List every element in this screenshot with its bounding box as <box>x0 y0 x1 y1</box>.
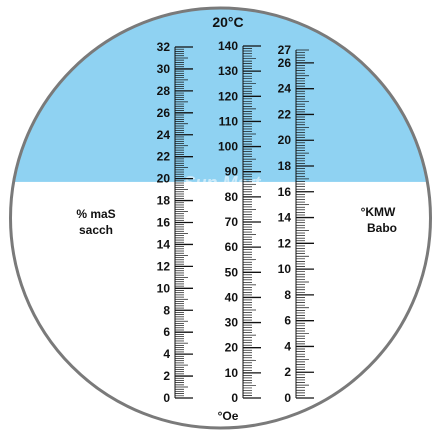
eyepiece-rim <box>9 6 432 430</box>
right-scale-tick-label: 12 <box>278 236 292 250</box>
left-scale-tick-label: 26 <box>157 106 171 120</box>
left-scale-tick-label: 8 <box>163 303 170 317</box>
left-scale-label-line1: % maS <box>76 207 115 221</box>
middle-scale-tick-label: 50 <box>225 265 239 279</box>
temperature-label: 20°C <box>212 14 243 30</box>
left-scale-tick-label: 0 <box>163 391 170 405</box>
left-scale-tick-label: 12 <box>157 259 171 273</box>
left-scale-tick-label: 16 <box>157 216 171 230</box>
left-scale-tick-label: 10 <box>157 281 171 295</box>
right-scale-tick-label: 0 <box>284 391 291 405</box>
left-scale-tick-label: 30 <box>157 62 171 76</box>
middle-scale-tick-label: 10 <box>225 366 239 380</box>
right-scale-label-line1: °KMW <box>361 205 396 219</box>
middle-scale-tick-label: 110 <box>219 114 239 128</box>
watermark-text: Sun Mart <box>183 173 261 193</box>
right-scale-tick-label: 18 <box>278 159 292 173</box>
middle-scale-tick-label: 30 <box>225 316 239 330</box>
left-scale-tick-label: 4 <box>163 347 170 361</box>
middle-scale-tick-label: 40 <box>225 290 239 304</box>
left-scale-tick-label: 6 <box>163 325 170 339</box>
middle-scale-tick-label: 80 <box>225 190 239 204</box>
middle-scale-tick-label: 70 <box>225 215 239 229</box>
right-scale-tick-label: 26 <box>278 56 292 70</box>
right-scale-tick-label: 14 <box>278 211 292 225</box>
right-scale-tick-label: 4 <box>284 339 291 353</box>
left-scale-tick-label: 24 <box>157 128 171 142</box>
middle-scale-tick-label: 140 <box>218 39 238 53</box>
right-scale-tick-label: 22 <box>278 107 292 121</box>
left-scale-tick-label: 28 <box>157 84 171 98</box>
right-scale-tick-label: 24 <box>278 82 292 96</box>
left-scale-tick-label: 18 <box>157 194 171 208</box>
left-scale-tick-label: 32 <box>157 40 171 54</box>
middle-scale-tick-label: 20 <box>225 341 239 355</box>
middle-scale-tick-label: 0 <box>231 391 238 405</box>
right-scale-label-line2: Babo <box>367 221 397 235</box>
scales-group: 0246810121416182022242628303201020304050… <box>157 39 314 405</box>
right-scale-tick-label: 6 <box>284 314 291 328</box>
middle-scale-tick-label: 100 <box>218 140 238 154</box>
middle-scale-tick-label: 130 <box>218 64 238 78</box>
left-scale-tick-label: 22 <box>157 150 171 164</box>
left-scale-tick-label: 20 <box>157 172 171 186</box>
middle-scale-tick-label: 60 <box>225 240 239 254</box>
middle-scale-label: °Oe <box>218 409 239 423</box>
right-scale-tick-label: 10 <box>278 262 292 276</box>
right-scale-tick-label: 2 <box>284 365 291 379</box>
right-scale-tick-label: 16 <box>278 185 292 199</box>
right-scale-tick-label: 8 <box>284 288 291 302</box>
left-scale-tick-label: 2 <box>163 369 170 383</box>
left-scale-tick-label: 14 <box>157 237 171 251</box>
right-scale-tick-label: 27 <box>278 43 292 57</box>
middle-scale-tick-label: 120 <box>218 89 238 103</box>
left-scale-label-line2: sacch <box>79 223 113 237</box>
middle-scale-tick-label: 90 <box>225 165 239 179</box>
right-scale-tick-label: 20 <box>278 133 292 147</box>
